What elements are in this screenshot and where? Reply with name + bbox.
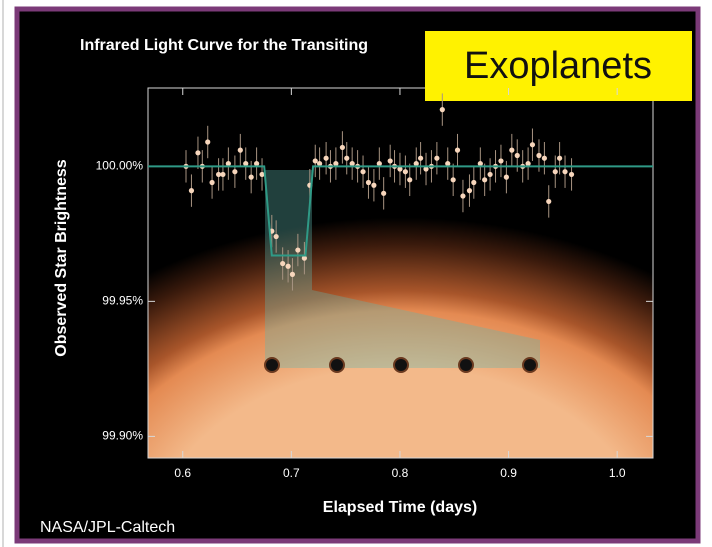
data-point <box>498 158 503 163</box>
y-tick-label: 100.00% <box>96 158 144 172</box>
x-tick-label: 1.0 <box>609 466 626 480</box>
data-point <box>209 180 214 185</box>
data-point <box>455 148 460 153</box>
data-point <box>434 156 439 161</box>
planet <box>523 358 537 372</box>
data-point <box>562 169 567 174</box>
x-tick-label: 0.7 <box>283 466 300 480</box>
data-point <box>557 156 562 161</box>
x-tick-label: 0.6 <box>174 466 191 480</box>
data-point <box>388 158 393 163</box>
data-point <box>440 107 445 112</box>
sun-glow <box>148 88 653 458</box>
planet <box>459 358 473 372</box>
data-point <box>371 183 376 188</box>
data-point <box>274 234 279 239</box>
y-axis-title: Observed Star Brightness <box>53 159 70 357</box>
data-point <box>238 148 243 153</box>
x-tick-label: 0.9 <box>500 466 517 480</box>
data-point <box>360 169 365 174</box>
data-point <box>290 272 295 277</box>
data-point <box>515 153 520 158</box>
planet <box>330 358 344 372</box>
data-point <box>344 156 349 161</box>
data-point <box>504 175 509 180</box>
data-point <box>205 139 210 144</box>
data-point <box>249 175 254 180</box>
data-point <box>324 156 329 161</box>
data-point <box>471 180 476 185</box>
data-point <box>280 261 285 266</box>
data-point <box>509 148 514 153</box>
data-point <box>487 172 492 177</box>
data-point <box>460 193 465 198</box>
planet <box>394 358 408 372</box>
x-tick-label: 0.8 <box>392 466 409 480</box>
data-point <box>569 172 574 177</box>
credit: NASA/JPL-Caltech <box>40 519 175 536</box>
data-point <box>295 247 300 252</box>
data-point <box>553 169 558 174</box>
slide: Infrared Light Curve for the Transiting … <box>0 0 712 547</box>
data-point <box>195 150 200 155</box>
page: {"chart_data": { "type": "scatter", "tit… <box>0 0 712 547</box>
data-point <box>467 188 472 193</box>
chart-title: Infrared Light Curve for the Transiting <box>80 37 368 54</box>
illustration <box>148 88 653 458</box>
y-tick-label: 99.90% <box>102 429 143 443</box>
data-point <box>220 172 225 177</box>
data-point <box>381 191 386 196</box>
x-axis-title: Elapsed Time (days) <box>323 499 477 516</box>
data-point <box>189 188 194 193</box>
banner: Exoplanets <box>464 45 652 87</box>
data-point <box>546 199 551 204</box>
data-point <box>285 264 290 269</box>
y-tick-label: 99.95% <box>102 294 143 308</box>
data-point <box>542 156 547 161</box>
data-point <box>536 153 541 158</box>
data-point <box>313 158 318 163</box>
data-point <box>403 169 408 174</box>
data-point <box>530 142 535 147</box>
data-point <box>451 177 456 182</box>
data-point <box>482 177 487 182</box>
data-point <box>232 169 237 174</box>
data-point <box>366 180 371 185</box>
data-point <box>418 156 423 161</box>
planet <box>265 358 279 372</box>
data-point <box>340 145 345 150</box>
data-point <box>407 177 412 182</box>
